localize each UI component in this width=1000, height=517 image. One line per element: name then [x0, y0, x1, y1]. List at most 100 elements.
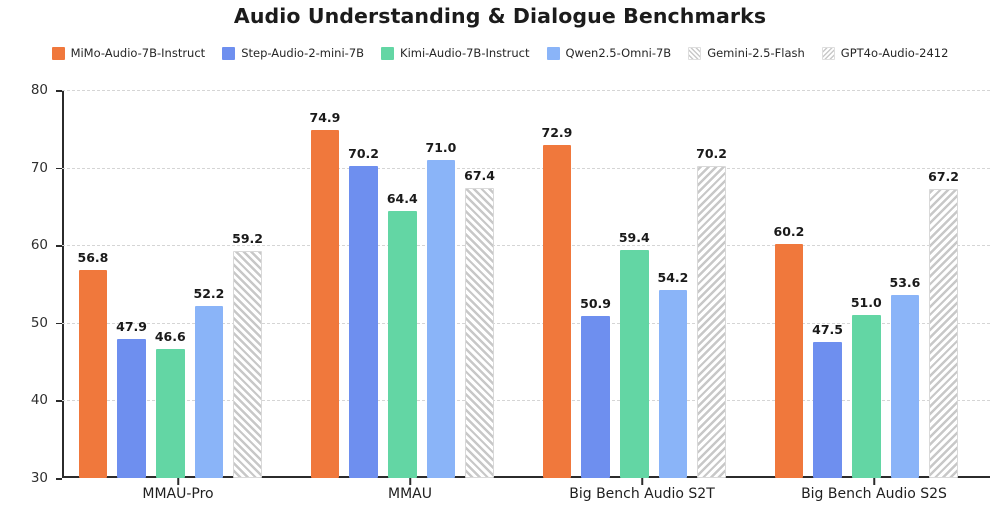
chart-title: Audio Understanding & Dialogue Benchmark…: [233, 4, 767, 28]
bar[interactable]: [310, 129, 340, 478]
x-axis-category-label: Big Bench Audio S2S: [801, 486, 947, 502]
gridline: [62, 90, 990, 91]
bar[interactable]: [658, 290, 688, 478]
legend-swatch-icon: [51, 46, 65, 60]
legend-item[interactable]: Qwen2.5-Omni-7B: [546, 46, 672, 60]
legend-item[interactable]: Kimi-Audio-7B-Instruct: [381, 46, 530, 60]
x-axis-category-label: Big Bench Audio S2T: [569, 486, 715, 502]
bar-slot: 52.2: [193, 90, 225, 478]
bar-value-label: 50.9: [580, 295, 611, 311]
bar[interactable]: [851, 315, 881, 478]
legend-swatch-icon: [688, 46, 702, 60]
legend-item[interactable]: GPT4o-Audio-2412: [821, 46, 949, 60]
bar-value-label: 52.2: [193, 285, 225, 301]
bar-value-label: 67.2: [928, 169, 959, 185]
bar[interactable]: [890, 294, 920, 478]
bar[interactable]: [155, 349, 185, 478]
bar-value-label: 56.8: [77, 250, 109, 266]
x-axis-tick-mark: [873, 478, 875, 485]
bar-value-label: 47.9: [116, 319, 147, 335]
bar-value-label: 46.6: [154, 329, 186, 345]
legend-item-label: GPT4o-Audio-2412: [840, 46, 949, 60]
bar[interactable]: [387, 211, 417, 478]
gridline: [62, 322, 990, 324]
y-axis-tick-mark: [56, 245, 62, 247]
bar-slot: 74.9: [309, 90, 341, 478]
x-axis-tick-mark: [641, 478, 643, 485]
bar-slot: 64.4: [386, 90, 418, 478]
bar-value-label: 70.2: [696, 146, 727, 162]
bar-value-label: 47.5: [812, 322, 843, 338]
bar-slot: 60.2: [773, 90, 805, 478]
bar[interactable]: [233, 251, 262, 478]
legend-swatch-icon: [546, 46, 560, 60]
bar-value-label: 59.4: [618, 229, 650, 245]
bar-value-label: 53.6: [889, 274, 921, 290]
legend-item[interactable]: Gemini-2.5-Flash: [688, 46, 805, 60]
bar-slot: 72.9: [541, 90, 573, 478]
x-axis-tick-mark: [409, 478, 411, 485]
y-axis-tick-label: 40: [30, 392, 48, 409]
bar-slot: 46.6: [154, 90, 186, 478]
bar-value-label: 60.2: [773, 223, 805, 239]
legend-item-label: MiMo-Audio-7B-Instruct: [70, 46, 206, 60]
bar[interactable]: [813, 342, 842, 478]
gridline: [62, 245, 990, 247]
legend-item-label: Kimi-Audio-7B-Instruct: [400, 46, 530, 60]
bar[interactable]: [117, 339, 146, 478]
legend-swatch-icon: [222, 46, 236, 60]
bar-value-label: 51.0: [850, 295, 882, 311]
bar[interactable]: [697, 166, 726, 478]
y-axis-tick-label: 70: [30, 159, 48, 176]
bar[interactable]: [774, 243, 804, 478]
y-axis-tick-mark: [56, 400, 62, 402]
x-axis-category-label: MMAU-Pro: [142, 486, 214, 502]
y-axis-tick-label: 80: [30, 82, 48, 98]
bar-slot: 70.2: [348, 90, 379, 478]
legend-item-label: Step-Audio-2-mini-7B: [241, 46, 365, 60]
bar-slot: 53.6: [889, 90, 921, 478]
bar-slot: 71.0: [425, 90, 457, 478]
bar-slot: 47.5: [812, 90, 843, 478]
bar-slot: 47.9: [116, 90, 147, 478]
legend-item[interactable]: Step-Audio-2-mini-7B: [222, 46, 364, 60]
legend-swatch-icon: [381, 46, 395, 60]
bar[interactable]: [78, 270, 108, 478]
bar-slot: 54.2: [657, 90, 689, 478]
bar-value-label: 70.2: [348, 146, 379, 162]
bar-value-label: 64.4: [386, 191, 418, 207]
bar[interactable]: [349, 166, 378, 478]
bar-value-label: 59.2: [232, 231, 263, 247]
bar-value-label: 71.0: [425, 139, 457, 155]
y-axis-tick-mark: [56, 90, 62, 92]
bar[interactable]: [542, 145, 572, 478]
legend-item[interactable]: MiMo-Audio-7B-Instruct: [51, 46, 206, 60]
bar[interactable]: [426, 159, 456, 478]
bar-slot: 59.2: [232, 90, 263, 478]
legend-swatch-icon: [821, 46, 835, 60]
bar[interactable]: [929, 189, 958, 478]
bar-slot: 50.9: [580, 90, 611, 478]
legend-item-label: Gemini-2.5-Flash: [707, 46, 805, 60]
bar-slot: 67.4: [464, 90, 495, 478]
bar-value-label: 72.9: [541, 125, 573, 141]
bar-value-label: 54.2: [657, 270, 689, 286]
y-axis-tick-mark: [56, 478, 62, 480]
x-axis-category-label: MMAU: [388, 486, 432, 502]
bar[interactable]: [581, 315, 610, 478]
y-axis-line: [62, 90, 64, 478]
chart-legend: MiMo-Audio-7B-Instruct Step-Audio-2-mini-…: [0, 46, 1000, 60]
x-axis-line: [62, 476, 990, 478]
bar-value-label: 74.9: [309, 109, 341, 125]
legend-item-label: Qwen2.5-Omni-7B: [565, 46, 672, 60]
plot-area: 30 40 50 60 70 80 56.8 47.9 46.6 52.2 59.2 74.9 70.…: [31, 82, 990, 502]
bar-slot: 59.4: [618, 90, 650, 478]
gridline: [62, 167, 990, 169]
bar-slot: 56.8: [77, 90, 109, 478]
bar-slot: 67.2: [928, 90, 959, 478]
bar[interactable]: [194, 305, 224, 478]
bar[interactable]: [619, 249, 649, 478]
x-axis-tick-mark: [177, 478, 179, 485]
bar[interactable]: [465, 187, 494, 478]
